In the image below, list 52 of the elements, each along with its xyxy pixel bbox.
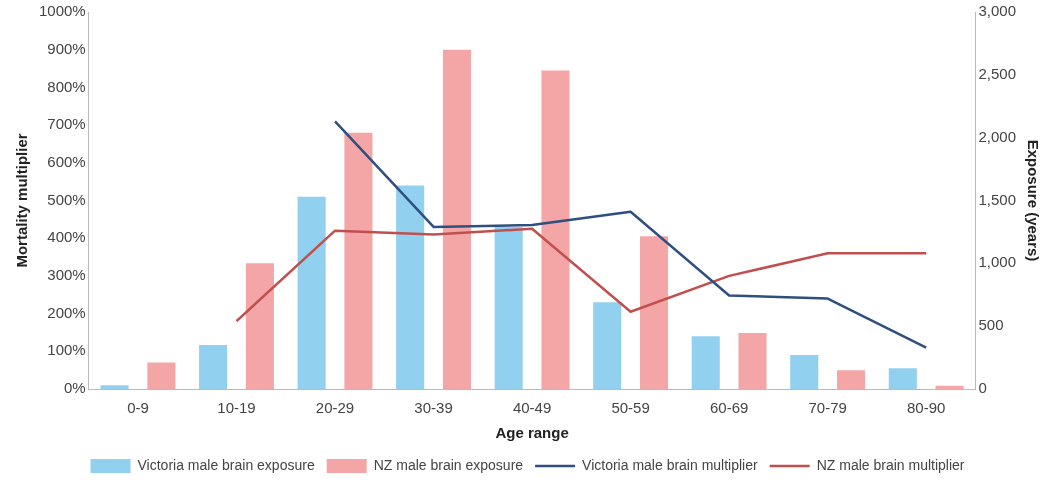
legend-label: NZ male brain exposure <box>373 456 524 473</box>
y-tick-label: 400% <box>47 228 86 246</box>
bar <box>837 370 866 389</box>
legend-label: NZ male brain multiplier <box>816 456 965 473</box>
y2-tick-label: 2,000 <box>978 127 1017 145</box>
bar <box>541 70 570 389</box>
x-tick-label: 50-59 <box>611 399 650 417</box>
x-tick-label: 10-19 <box>217 399 256 417</box>
bar <box>790 355 819 389</box>
y2-tick-label: 500 <box>978 316 1004 334</box>
bar <box>100 385 129 389</box>
bar <box>935 385 964 389</box>
y-tick-label: 200% <box>47 303 86 321</box>
y2-axis-title: Exposure (years) <box>1024 139 1042 262</box>
bar <box>245 263 274 389</box>
x-tick-label: 40-49 <box>512 399 552 417</box>
bar <box>639 236 669 389</box>
y2-tick-label: 0 <box>978 379 987 397</box>
bar <box>199 345 228 389</box>
y-tick-label: 1000% <box>38 2 86 20</box>
y-tick-label: 300% <box>47 266 86 284</box>
bar <box>593 302 622 389</box>
bar <box>442 49 471 389</box>
bar <box>888 368 917 389</box>
y-tick-label: 700% <box>47 115 86 133</box>
x-tick-label: 20-29 <box>315 399 355 417</box>
y2-tick-label: 3,000 <box>978 2 1017 20</box>
bar <box>396 185 425 389</box>
bar <box>691 336 720 389</box>
y-tick-label: 500% <box>47 190 86 208</box>
x-tick-label: 30-39 <box>414 399 453 417</box>
y2-tick-label: 1,500 <box>978 190 1017 208</box>
legend-label: Victoria male brain exposure <box>137 456 315 473</box>
y-tick-label: 0% <box>64 379 86 397</box>
legend-label: Victoria male brain multiplier <box>582 456 758 473</box>
y-tick-label: 800% <box>47 77 86 95</box>
x-tick-label: 60-69 <box>709 399 749 417</box>
bar <box>297 196 326 389</box>
bar <box>738 333 767 389</box>
y-tick-label: 600% <box>47 152 86 170</box>
y-tick-label: 900% <box>47 39 86 57</box>
x-tick-label: 80-90 <box>907 399 946 417</box>
x-axis-title: Age range <box>495 424 569 442</box>
x-tick-label: 70-79 <box>808 399 847 417</box>
y2-tick-label: 2,500 <box>978 64 1017 82</box>
y2-tick-label: 1,000 <box>978 253 1017 271</box>
bar <box>494 226 523 389</box>
y-tick-label: 100% <box>47 341 86 359</box>
bar <box>344 132 373 389</box>
bar <box>147 362 176 389</box>
y-axis-title: Mortality multiplier <box>13 133 31 268</box>
x-tick-label: 0-9 <box>127 399 149 417</box>
